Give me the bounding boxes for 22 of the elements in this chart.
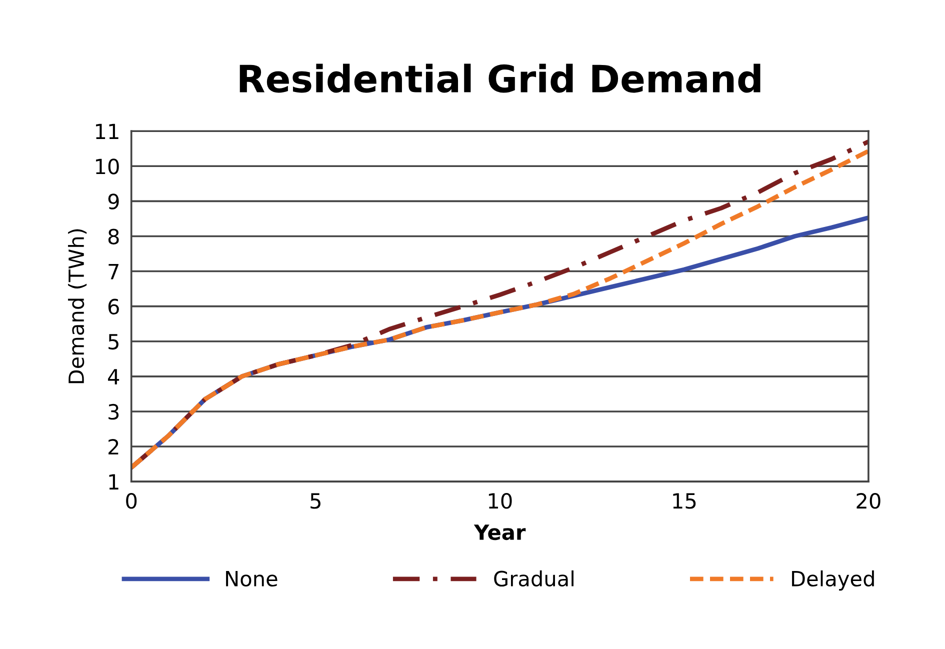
x-tick-label: 10 (488, 493, 512, 509)
y-tick-label: 8 (108, 228, 119, 244)
y-tick-label: 2 (108, 438, 118, 454)
chart-title: Residential Grid Demand (240, 64, 760, 93)
x-tick-label: 0 (126, 493, 137, 509)
y-tick-label: 7 (108, 264, 118, 280)
legend-label: Delayed (792, 570, 874, 591)
legend-label: None (226, 571, 278, 587)
x-tick-label: 15 (673, 493, 696, 509)
y-tick-label: 5 (108, 334, 118, 350)
y-tick-label: 9 (108, 194, 119, 210)
x-axis-title: Year (474, 524, 526, 540)
y-tick-label: 1 (109, 474, 118, 490)
y-tick-label: 10 (96, 158, 119, 174)
y-tick-label: 4 (108, 369, 120, 384)
y-axis-title: Demand (TWh) (68, 229, 87, 384)
y-tick-label: 11 (96, 124, 118, 140)
x-tick-label: 20 (856, 493, 880, 509)
x-tick-label: 5 (310, 493, 320, 509)
y-tick-label: 6 (108, 298, 119, 315)
y-tick-label: 3 (108, 404, 119, 420)
legend-label: Gradual (494, 570, 574, 587)
